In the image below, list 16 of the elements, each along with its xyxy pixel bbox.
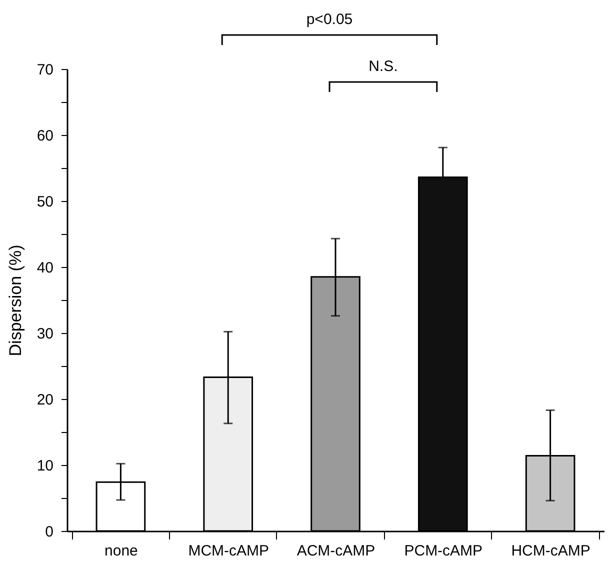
annotation: N.S. (368, 58, 398, 75)
x-tick-label: none (104, 542, 138, 560)
y-tick-label: 40 (36, 260, 54, 276)
y-tick-label: 0 (45, 524, 54, 540)
y-tick-label: 60 (36, 128, 54, 144)
x-tick-label: PCM-cAMP (404, 542, 483, 560)
y-axis-title: Dispersion (%) (6, 244, 25, 356)
y-tick-label: 20 (36, 392, 54, 408)
y-tick-label: 10 (36, 458, 54, 474)
x-tick-label: ACM-cAMP (296, 542, 376, 560)
text: p<0.05 (306, 11, 353, 28)
x-tick-label: MCM-cAMP (188, 542, 270, 560)
y-tick-label: 30 (36, 326, 54, 342)
y-tick-label: 50 (36, 194, 54, 210)
y-tick-label: 70 (36, 62, 54, 78)
x-tick-label: HCM-cAMP (511, 542, 590, 560)
